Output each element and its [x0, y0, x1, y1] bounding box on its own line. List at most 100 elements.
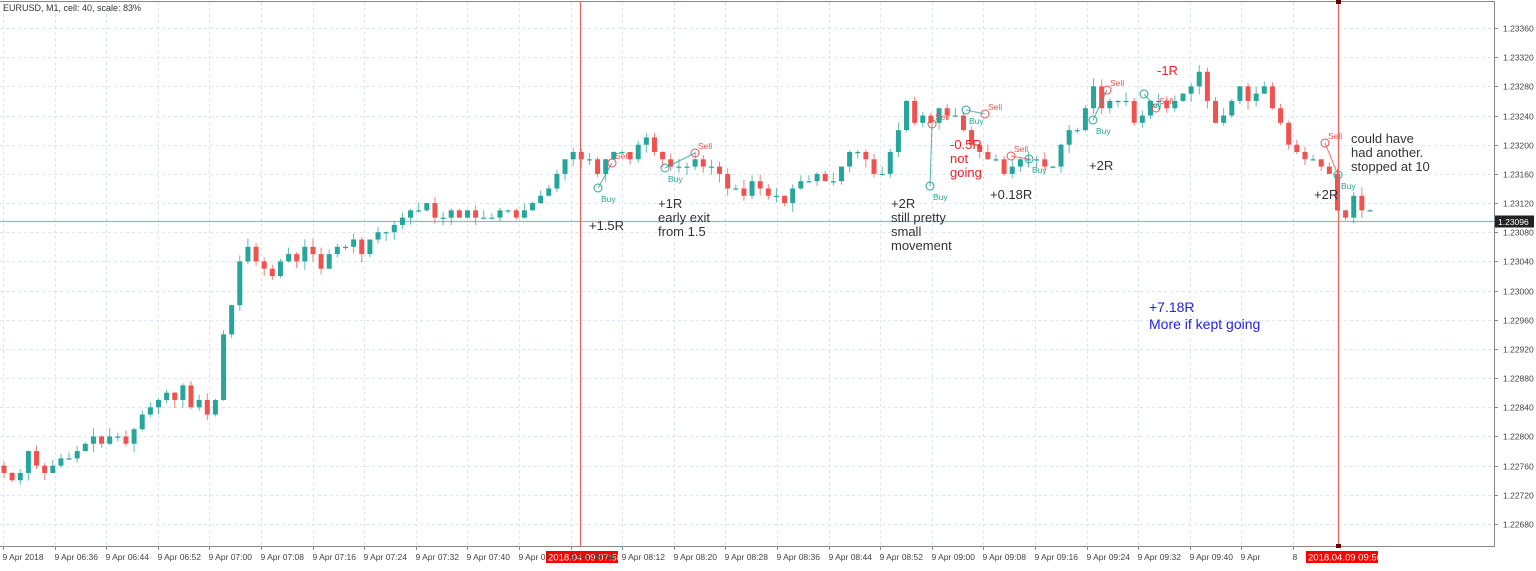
price-tick-label: 1.22800	[1503, 432, 1534, 442]
price-tick-label: 1.23160	[1503, 170, 1534, 180]
time-tick-label: 9 Apr 07:24	[364, 552, 408, 562]
trade-label: Buy	[668, 174, 683, 184]
trade-label: Buy	[1032, 165, 1047, 175]
time-marker-label: 2018.04.09 09:56	[1308, 553, 1382, 564]
price-tick-label: 1.22840	[1503, 403, 1534, 413]
annotation-text: +1.5R	[589, 218, 624, 233]
trade-label: Buy	[601, 194, 616, 204]
annotation-text: -0.5R not going	[950, 137, 982, 180]
annotations: +1.5R +1R early exit from 1.5 +2R still prett…	[589, 63, 1430, 332]
time-tick-label: 9 Apr 07:00	[209, 552, 253, 562]
price-tick-label: 1.23280	[1503, 82, 1534, 92]
trade-label: Sell	[988, 102, 1002, 112]
time-tick-label: 9 Apr 08:44	[829, 552, 873, 562]
time-tick-label: 9 Apr 07:16	[313, 552, 357, 562]
time-tick-label: 9 Apr 07:32	[416, 552, 460, 562]
trade-label: Sell	[615, 151, 629, 161]
time-marker	[546, 551, 618, 563]
annotation-text: +2R	[1314, 187, 1338, 202]
current-price-label: 1.23096	[1498, 217, 1529, 227]
trade-label: Buy	[1096, 126, 1111, 136]
trade-entry-marker	[1139, 89, 1149, 99]
time-tick-label: 9 Apr 2018	[3, 552, 44, 562]
vline-handle[interactable]	[1336, 544, 1341, 548]
trade-entry-marker	[1006, 151, 1016, 161]
time-tick-label: 9 Apr 06:52	[158, 552, 202, 562]
time-tick-label: 9 Apr 08:12	[622, 552, 666, 562]
time-tick-label: 9 Apr 09:08	[983, 552, 1027, 562]
annotation-text: -1R	[1157, 63, 1178, 78]
annotation-text: +1R early exit from 1.5	[658, 196, 710, 239]
trade-label: Buy	[1341, 181, 1356, 191]
trade-entry-marker	[961, 105, 971, 115]
trade-label: Buy	[933, 192, 948, 202]
time-tick-label: 9 Apr 09:40	[1190, 552, 1234, 562]
annotation-text: +0.18R	[990, 187, 1032, 202]
time-marker	[1306, 551, 1378, 563]
price-tick-label: 1.23120	[1503, 199, 1534, 209]
time-tick-label: 8	[1293, 552, 1298, 562]
time-axis[interactable]: 9 Apr 2018 9 Apr 06:36 9 Apr 06:44 9 Apr 06…	[3, 546, 1298, 562]
trade-label: Sell	[935, 112, 949, 122]
trade-exit-marker	[980, 109, 990, 119]
time-tick-label: 9 Apr 09:24	[1087, 552, 1131, 562]
trade-entry-marker	[925, 181, 935, 191]
annotation-text: +2R still pretty small movement	[891, 196, 952, 253]
trade-entry-marker	[1088, 115, 1098, 125]
trade-label: Buy	[969, 116, 984, 126]
time-tick-label: 9 Apr 08:28	[725, 552, 769, 562]
trade-entry-marker	[660, 163, 670, 173]
time-tick-label: 9 Apr 09:00	[932, 552, 976, 562]
time-tick-label: 9 Apr 09:16	[1035, 552, 1079, 562]
annotation-text: +2R	[1089, 158, 1113, 173]
time-tick-label: 9 Apr 06:44	[106, 552, 150, 562]
trade-exit-marker	[1102, 85, 1112, 95]
price-tick-label: 1.23040	[1503, 257, 1534, 267]
annotation-text: +7.18R More if kept going	[1149, 299, 1260, 332]
trade-exit-marker	[607, 158, 617, 168]
time-tick-label: 9 Apr	[1241, 552, 1261, 562]
trade-label: Sell	[1110, 78, 1124, 88]
price-tick-label: 1.23080	[1503, 228, 1534, 238]
trade-label: Sell	[1159, 96, 1173, 106]
price-tick-label: 1.22920	[1503, 345, 1534, 355]
vline-handle[interactable]	[1336, 0, 1341, 4]
trade-label: Sell	[698, 141, 712, 151]
price-tick-label: 1.23240	[1503, 112, 1534, 122]
price-tick-label: 1.23360	[1503, 24, 1534, 34]
price-tick-label: 1.23000	[1503, 287, 1534, 297]
time-tick-label: 9 Apr 06:36	[55, 552, 99, 562]
price-tick-label: 1.23320	[1503, 53, 1534, 63]
time-tick-label: 9 Apr 07:08	[261, 552, 305, 562]
price-axis[interactable]: 1.23360 1.23320 1.23280 1.23240 1.23200 1.231…	[1494, 24, 1534, 530]
trade-exit-marker	[927, 119, 937, 129]
price-tick-label: 1.22960	[1503, 316, 1534, 326]
chart-title: EURUSD, M1, cell: 40, scale: 83%	[3, 3, 142, 13]
time-tick-label: 9 Apr 08:04	[571, 552, 615, 562]
time-tick-label: 9 Apr 07:40	[467, 552, 511, 562]
candles	[1, 65, 1373, 485]
annotation-text: could have had another. stopped at 10	[1351, 131, 1430, 174]
trade-exit-marker	[690, 148, 700, 158]
current-price-tag	[1495, 215, 1534, 228]
trade-label: Sell	[1014, 144, 1028, 154]
time-tick-label: 9 Apr 09:32	[1138, 552, 1182, 562]
time-marker-label: 2018.04.09 07:58	[548, 553, 622, 564]
time-tick-label: 9 Apr 08:20	[674, 552, 718, 562]
grid	[0, 2, 1494, 546]
trade-label: Buy	[1147, 100, 1162, 110]
time-tick-label: 9 Apr 08:52	[880, 552, 924, 562]
vertical-lines[interactable]: 2018.04.09 07:58 2018.04.09 09:56	[546, 0, 1382, 564]
price-tick-label: 1.22880	[1503, 374, 1534, 384]
trade-entry-marker	[593, 183, 603, 193]
trade-entry-marker	[1320, 138, 1330, 148]
trade-label: Sell	[1328, 131, 1342, 141]
price-tick-label: 1.22720	[1503, 491, 1534, 501]
price-tick-label: 1.22760	[1503, 462, 1534, 472]
trade-exit-marker	[1024, 154, 1034, 164]
price-tick-label: 1.23200	[1503, 141, 1534, 151]
time-tick-label: 9 Apr 07	[519, 552, 551, 562]
price-tick-label: 1.22680	[1503, 520, 1534, 530]
